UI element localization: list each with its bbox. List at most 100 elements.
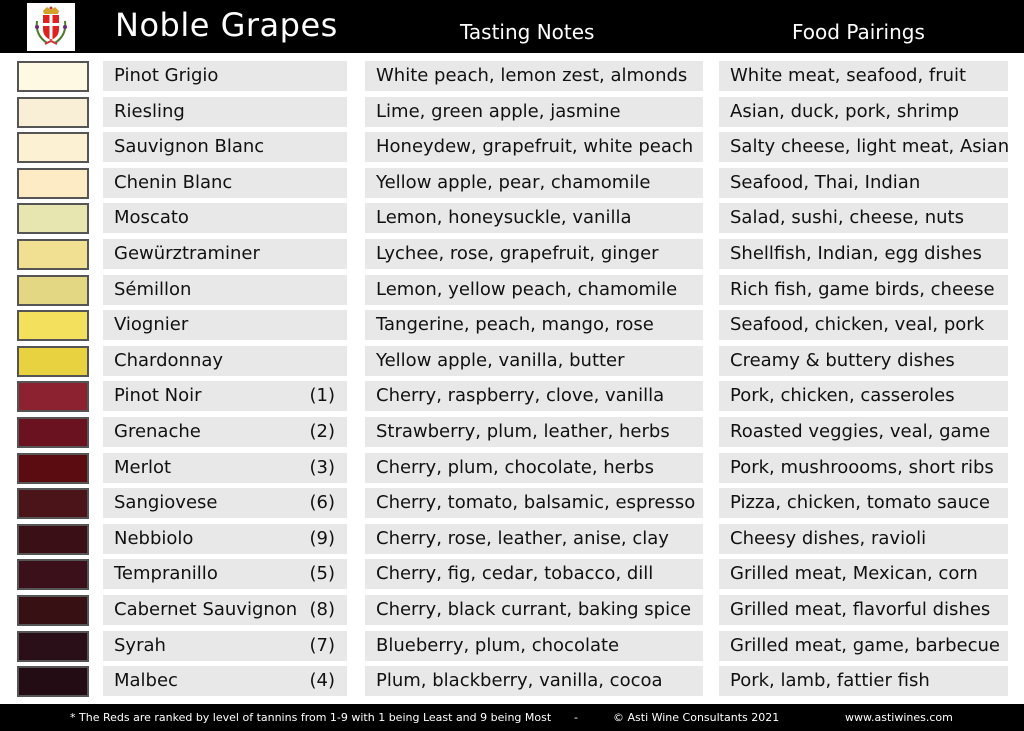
grape-name: Tempranillo bbox=[114, 563, 218, 585]
grape-cell: Merlot (3) bbox=[103, 452, 347, 483]
color-swatch bbox=[17, 345, 89, 377]
color-swatch bbox=[17, 417, 89, 448]
grape-row: Pinot Grigio White peach, lemon zest, alm… bbox=[0, 61, 1024, 92]
grape-row: Sémillon Lemon, yellow peach, chamomile Ri… bbox=[0, 274, 1024, 306]
grape-name: Sangiovese bbox=[114, 492, 218, 514]
grape-row: Viognier Tangerine, peach, mango, rose Sea… bbox=[0, 310, 1024, 342]
color-swatch bbox=[17, 274, 89, 306]
tasting-notes-cell: Cherry, black currant, baking spice bbox=[365, 595, 703, 625]
color-swatch bbox=[17, 523, 89, 555]
grape-cell: Malbec (4) bbox=[103, 666, 347, 697]
grape-row: Chardonnay Yellow apple, vanilla, butter C… bbox=[0, 345, 1024, 377]
color-swatch bbox=[17, 167, 89, 199]
color-swatch bbox=[17, 310, 89, 342]
grape-name: Chenin Blanc bbox=[114, 171, 233, 193]
footer: * The Reds are ranked by level of tannin… bbox=[0, 704, 1024, 731]
color-swatch bbox=[17, 381, 89, 413]
page-title: Noble Grapes bbox=[115, 6, 338, 44]
grape-cell: Chenin Blanc bbox=[103, 167, 347, 198]
grape-cell: Moscato bbox=[103, 203, 347, 234]
grape-name: Nebbiolo bbox=[114, 527, 194, 549]
grape-row: Gewürztraminer Lychee, rose, grapefruit, … bbox=[0, 239, 1024, 270]
tasting-notes-cell: Lemon, yellow peach, chamomile bbox=[365, 274, 703, 305]
header: Noble Grapes Tasting Notes Food Pairings bbox=[0, 0, 1024, 53]
tasting-notes-cell: Cherry, plum, chocolate, herbs bbox=[365, 452, 703, 483]
color-swatch bbox=[17, 666, 89, 698]
food-pairings-cell: White meat, seafood, fruit bbox=[719, 61, 1008, 91]
grape-name: Gewürztraminer bbox=[114, 243, 260, 264]
grape-cell: Nebbiolo (9) bbox=[103, 523, 347, 554]
food-pairings-cell: Pork, mushroooms, short ribs bbox=[719, 452, 1008, 483]
food-pairings-heading: Food Pairings bbox=[792, 20, 925, 44]
grape-cell: Sangiovese (6) bbox=[103, 488, 347, 519]
tannin-rank: (6) bbox=[309, 492, 336, 514]
grape-row: Sauvignon Blanc Honeydew, grapefruit, whi… bbox=[0, 132, 1024, 164]
grape-cell: Grenache (2) bbox=[103, 417, 347, 447]
color-swatch bbox=[17, 488, 89, 520]
color-swatch bbox=[17, 630, 89, 662]
grape-cell: Sémillon bbox=[103, 274, 347, 305]
tasting-notes-heading: Tasting Notes bbox=[460, 20, 595, 44]
grape-row: Merlot (3) Cherry, plum, chocolate, herbs P… bbox=[0, 452, 1024, 484]
food-pairings-cell: Seafood, Thai, Indian bbox=[719, 167, 1008, 198]
food-pairings-cell: Pizza, chicken, tomato sauce bbox=[719, 488, 1008, 519]
grape-name: Syrah bbox=[114, 634, 166, 656]
grape-name: Moscato bbox=[114, 207, 189, 229]
tasting-notes-cell: Cherry, raspberry, clove, vanilla bbox=[365, 381, 703, 412]
food-pairings-cell: Grilled meat, game, barbecue bbox=[719, 630, 1008, 661]
tasting-notes-cell: Blueberry, plum, chocolate bbox=[365, 630, 703, 661]
color-swatch bbox=[17, 132, 89, 164]
footer-separator: - bbox=[574, 711, 578, 724]
food-pairings-cell: Grilled meat, flavorful dishes bbox=[719, 595, 1008, 625]
color-swatch bbox=[17, 61, 89, 92]
color-swatch bbox=[17, 452, 89, 484]
food-pairings-cell: Cheesy dishes, ravioli bbox=[719, 523, 1008, 554]
grape-row: Tempranillo (5) Cherry, fig, cedar, tobacc… bbox=[0, 559, 1024, 591]
grape-row: Chenin Blanc Yellow apple, pear, chamomil… bbox=[0, 167, 1024, 199]
tasting-notes-cell: Yellow apple, vanilla, butter bbox=[365, 345, 703, 376]
food-pairings-cell: Rich fish, game birds, cheese bbox=[719, 274, 1008, 305]
website-link[interactable]: www.astiwines.com bbox=[845, 711, 953, 724]
grape-name: Riesling bbox=[114, 100, 185, 122]
color-swatch bbox=[17, 559, 89, 591]
tannin-rank: (8) bbox=[309, 599, 336, 620]
grape-row: Sangiovese (6) Cherry, tomato, balsamic, e… bbox=[0, 488, 1024, 520]
grape-name: Merlot bbox=[114, 456, 172, 478]
tasting-notes-cell: Lime, green apple, jasmine bbox=[365, 96, 703, 127]
tannin-rank: (1) bbox=[309, 385, 336, 407]
tannin-rank: (4) bbox=[309, 670, 336, 692]
grape-name: Pinot Grigio bbox=[114, 65, 219, 86]
food-pairings-cell: Grilled meat, Mexican, corn bbox=[719, 559, 1008, 590]
grape-row: Syrah (7) Blueberry, plum, chocolate Grille… bbox=[0, 630, 1024, 662]
tasting-notes-cell: Tangerine, peach, mango, rose bbox=[365, 310, 703, 341]
grape-cell: Chardonnay bbox=[103, 345, 347, 376]
food-pairings-cell: Asian, duck, pork, shrimp bbox=[719, 96, 1008, 127]
food-pairings-cell: Pork, chicken, casseroles bbox=[719, 381, 1008, 412]
tannin-rank: (7) bbox=[309, 634, 336, 656]
food-pairings-cell: Shellfish, Indian, egg dishes bbox=[719, 239, 1008, 269]
tasting-notes-cell: Lemon, honeysuckle, vanilla bbox=[365, 203, 703, 234]
coat-of-arms-logo bbox=[27, 3, 75, 51]
grape-row: Moscato Lemon, honeysuckle, vanilla Salad,… bbox=[0, 203, 1024, 235]
food-pairings-cell: Seafood, chicken, veal, pork bbox=[719, 310, 1008, 341]
color-swatch bbox=[17, 96, 89, 128]
grape-row: Grenache (2) Strawberry, plum, leather, he… bbox=[0, 417, 1024, 448]
tannin-rank: (3) bbox=[309, 456, 336, 478]
food-pairings-cell: Salad, sushi, cheese, nuts bbox=[719, 203, 1008, 234]
grape-cell: Cabernet Sauvignon (8) bbox=[103, 595, 347, 625]
tasting-notes-cell: Cherry, fig, cedar, tobacco, dill bbox=[365, 559, 703, 590]
tasting-notes-cell: Cherry, tomato, balsamic, espresso bbox=[365, 488, 703, 519]
tasting-notes-cell: Plum, blackberry, vanilla, cocoa bbox=[365, 666, 703, 697]
tasting-notes-cell: Cherry, rose, leather, anise, clay bbox=[365, 523, 703, 554]
grape-name: Sémillon bbox=[114, 278, 192, 300]
grape-cell: Gewürztraminer bbox=[103, 239, 347, 269]
tasting-notes-cell: Yellow apple, pear, chamomile bbox=[365, 167, 703, 198]
grape-row: Riesling Lime, green apple, jasmine Asian,… bbox=[0, 96, 1024, 128]
color-swatch bbox=[17, 203, 89, 235]
grape-row: Nebbiolo (9) Cherry, rose, leather, anise,… bbox=[0, 523, 1024, 555]
tasting-notes-cell: Strawberry, plum, leather, herbs bbox=[365, 417, 703, 447]
food-pairings-cell: Salty cheese, light meat, Asian bbox=[719, 132, 1009, 163]
tannin-rank: (5) bbox=[309, 563, 336, 585]
grape-row: Pinot Noir (1) Cherry, raspberry, clove, v… bbox=[0, 381, 1024, 413]
grape-cell: Pinot Grigio bbox=[103, 61, 347, 91]
